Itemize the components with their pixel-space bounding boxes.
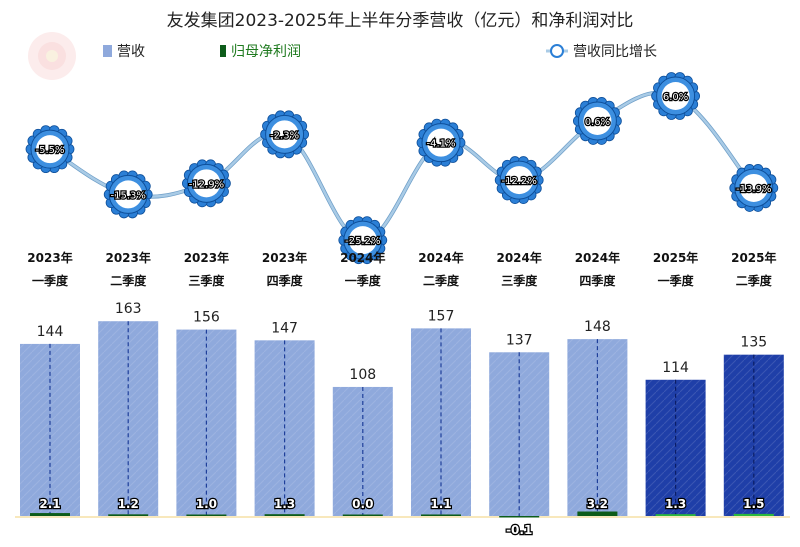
revenue-value-label: 148 (584, 319, 611, 335)
category-quarter-label: 二季度 (110, 273, 147, 288)
yoy-value-label: -15.3% (111, 190, 146, 201)
category-year-label: 2024年 (496, 250, 541, 265)
net-profit-value-label: 0.0 (352, 497, 373, 511)
category-year-label: 2023年 (27, 250, 72, 265)
yoy-value-label: 0.6% (585, 117, 610, 128)
revenue-value-label: 135 (740, 335, 767, 351)
net-profit-bar (655, 514, 696, 516)
category-quarter-label: 二季度 (736, 273, 773, 288)
yoy-marker: -12.2% (494, 156, 544, 205)
yoy-value-label: -5.5% (35, 145, 64, 156)
net-profit-value-label: 1.5 (743, 497, 764, 511)
net-profit-bar (30, 513, 70, 516)
revenue-value-label: 137 (506, 332, 533, 348)
yoy-value-label: -2.3% (270, 130, 299, 141)
legend: 营收 归母净利润 营收同比增长 (103, 43, 657, 60)
yoy-value-label: -25.2% (345, 236, 380, 247)
category-quarter-label: 四季度 (267, 273, 304, 288)
revenue-value-label: 144 (37, 324, 64, 340)
net-profit-bar (342, 514, 383, 516)
yoy-marker: -13.9% (729, 164, 779, 212)
net-profit-value-label: 1.3 (274, 497, 295, 511)
yoy-marker: 0.6% (573, 97, 622, 145)
category-year-label: 2023年 (184, 250, 229, 265)
legend-label-yoy: 营收同比增长 (573, 44, 657, 60)
net-profit-value-label: 1.0 (196, 497, 217, 511)
revenue-bars: 144 163 156 147 108 157 137 148 114 135 (15, 301, 790, 518)
net-profit-value-label: 2.1 (39, 497, 60, 511)
category-quarter-label: 三季度 (188, 273, 225, 288)
yoy-marker: -2.3% (260, 110, 310, 159)
revenue-value-label: 163 (115, 301, 142, 317)
yoy-value-label: -4.1% (426, 139, 455, 150)
net-profit-value-label: 1.3 (665, 497, 686, 511)
category-year-label: 2024年 (575, 250, 620, 265)
category-quarter-label: 一季度 (32, 273, 69, 288)
legend-marker-yoy (550, 44, 564, 58)
net-profit-bar (108, 514, 149, 516)
revenue-value-label: 114 (662, 360, 689, 376)
category-year-label: 2024年 (418, 250, 463, 265)
yoy-line (49, 91, 755, 242)
yoy-value-label: -12.2% (502, 176, 537, 187)
yoy-marker: -5.5% (25, 125, 75, 174)
category-quarter-label: 二季度 (423, 273, 460, 288)
category-year-label: 2025年 (731, 250, 776, 265)
net-profit-bar (577, 511, 618, 516)
yoy-value-label: -12.9% (189, 179, 224, 190)
net-profit-bar (264, 514, 305, 516)
revenue-value-label: 156 (193, 310, 220, 326)
category-quarter-label: 一季度 (658, 273, 695, 288)
net-profit-value-label: -0.1 (506, 523, 532, 537)
category-year-label: 2023年 (105, 250, 150, 265)
yoy-marker: -25.2% (338, 216, 388, 265)
category-year-label: 2024年 (340, 250, 385, 265)
category-quarter-label: 四季度 (579, 273, 616, 288)
net-profit-bar (186, 514, 227, 516)
yoy-value-label: 6.0% (663, 92, 688, 103)
net-profit-bars: 2.1 1.2 1.0 1.3 0.0 1.1 -0.1 3.2 1.3 1.5 (30, 496, 774, 538)
yoy-marker: -15.3% (103, 170, 153, 219)
chart-title: 友发集团2023-2025年上半年分季营收（亿元）和净利润对比 (167, 11, 634, 31)
legend-swatch-net-profit (220, 45, 226, 57)
yoy-line-shadow (48, 90, 756, 243)
logo-icon (28, 32, 76, 80)
category-quarter-label: 三季度 (501, 273, 538, 288)
revenue-value-label: 108 (349, 367, 376, 383)
yoy-value-label: -13.9% (736, 184, 771, 195)
category-year-label: 2025年 (653, 250, 698, 265)
net-profit-bar (733, 513, 774, 516)
legend-label-revenue: 营收 (117, 44, 145, 60)
yoy-marker: 6.0% (651, 72, 700, 120)
legend-label-net-profit: 归母净利润 (231, 43, 301, 60)
yoy-marker: -12.9% (181, 159, 231, 208)
category-quarter-label: 一季度 (345, 273, 382, 288)
category-year-label: 2023年 (262, 250, 307, 265)
net-profit-value-label: 3.2 (587, 497, 608, 511)
legend-swatch-revenue (103, 45, 112, 57)
net-profit-value-label: 1.1 (430, 497, 451, 511)
yoy-line-series: -5.5% -15.3% -12.9% -2.3% -25.2% -4.1% -12.2% 0… (25, 72, 779, 265)
net-profit-bar (499, 516, 540, 518)
revenue-value-label: 147 (271, 320, 298, 336)
revenue-value-label: 157 (428, 308, 455, 324)
net-profit-value-label: 1.2 (118, 497, 139, 511)
yoy-marker: -4.1% (416, 118, 466, 167)
net-profit-bar (421, 514, 461, 516)
